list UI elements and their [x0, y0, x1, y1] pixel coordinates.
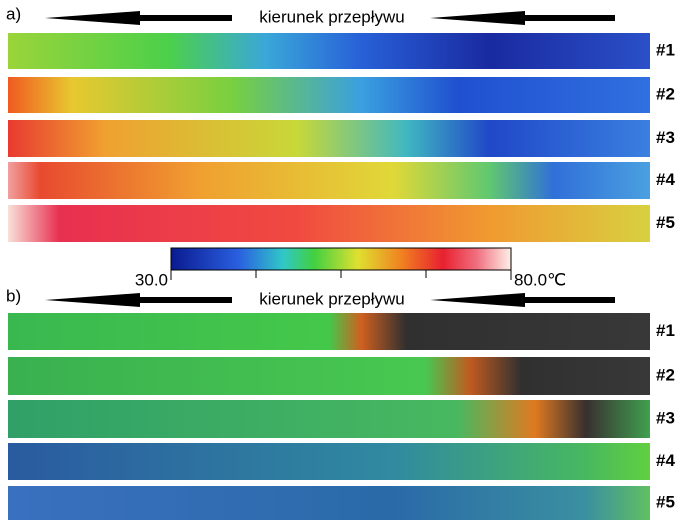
thermal-strip	[8, 120, 650, 157]
figure: 30.0 80.0℃ a) kierunek przepływu #1 #2 #3 #4 #…	[0, 0, 683, 520]
colorbar-min: 30.0	[135, 270, 168, 289]
thermal-strip	[8, 162, 650, 199]
colorbar	[171, 248, 511, 270]
strip-label: #4	[656, 170, 675, 189]
flow-label: kierunek przepływu	[259, 289, 405, 308]
thermal-strip	[8, 313, 650, 350]
colorbar-max: 80.0℃	[514, 270, 566, 289]
strip-label: #1	[656, 321, 675, 340]
flow-label: kierunek przepływu	[259, 7, 405, 26]
thermal-strip	[8, 33, 650, 69]
panel-label: b)	[6, 286, 21, 305]
strip-label: #2	[656, 365, 675, 384]
thermal-strip	[8, 486, 650, 520]
thermal-strip	[8, 400, 650, 438]
thermal-strip	[8, 443, 650, 480]
strip-label: #3	[656, 408, 675, 427]
arrow	[45, 293, 232, 307]
strip-label: #2	[656, 84, 675, 103]
strip-label: #3	[656, 128, 675, 147]
panel-label: a)	[6, 4, 21, 23]
strip-label: #5	[656, 213, 675, 232]
strip-label: #5	[656, 492, 675, 511]
thermal-strip	[8, 205, 650, 242]
thermal-strip	[8, 357, 650, 395]
thermal-strip	[8, 77, 650, 113]
arrow	[430, 11, 615, 25]
strip-label: #1	[656, 40, 675, 59]
strip-label: #4	[656, 451, 675, 470]
arrow	[45, 11, 232, 25]
colorbar-ticks	[171, 270, 511, 280]
arrow	[430, 293, 615, 307]
